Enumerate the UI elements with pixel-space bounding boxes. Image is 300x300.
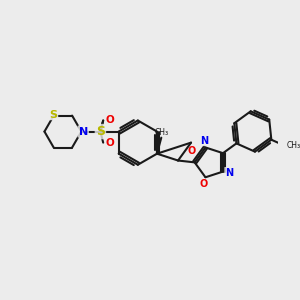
Text: O: O [200, 179, 208, 189]
Text: N: N [225, 167, 233, 178]
Text: CH₃: CH₃ [154, 128, 168, 137]
Text: S: S [50, 110, 58, 120]
Text: O: O [188, 146, 196, 156]
Text: N: N [79, 127, 88, 136]
Text: S: S [96, 125, 105, 138]
Text: O: O [106, 116, 115, 125]
Text: N: N [200, 136, 208, 146]
Text: CH₃: CH₃ [287, 141, 300, 150]
Text: O: O [106, 138, 115, 148]
